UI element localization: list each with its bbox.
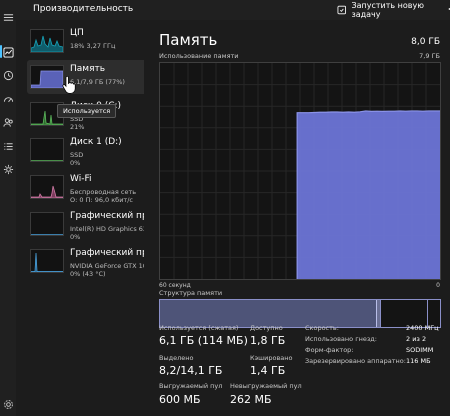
graph-zero-label: 0 — [436, 282, 440, 289]
memory-mini-graph — [31, 70, 63, 88]
history-icon[interactable] — [2, 69, 14, 81]
sidebar-item-memory[interactable]: Память 6,1/7,9 ГБ (77%) — [27, 60, 159, 94]
hand-cursor-icon — [62, 76, 76, 94]
sidebar-item-sub: Беспроводная сеть — [70, 188, 137, 196]
hardware-reserved-key: Зарезервировано аппаратно: — [305, 357, 406, 365]
wifi-mini-graph — [31, 185, 63, 198]
title-bar: Производительность Запустить новую задач… — [16, 0, 450, 20]
memory-usage-chart — [160, 63, 440, 279]
hamburger-icon[interactable] — [2, 11, 14, 23]
nav-active-indicator — [0, 45, 2, 58]
sidebar-item-name: Wi-Fi — [70, 174, 92, 184]
memory-total: 8,0 ГБ — [411, 37, 440, 47]
available-label: Доступно — [250, 324, 283, 332]
disk0-mini-graph — [31, 110, 63, 125]
paged-pool-label: Выгружаемый пул — [159, 382, 223, 390]
settings-icon[interactable] — [2, 398, 14, 410]
tooltip: Используется — [57, 104, 117, 118]
sidebar-item-gpu1[interactable]: Графический процессор 1 NVIDIA GeForce G… — [27, 244, 160, 278]
sidebar-item-sub2: 21% — [70, 123, 85, 131]
committed-value: 8,2/14,1 ГБ — [159, 364, 223, 377]
gpu1-mini-graph — [31, 252, 63, 272]
gpu0-thumbnail — [30, 212, 64, 236]
cached-label: Кэшировано — [250, 354, 293, 362]
structure-in-use[interactable] — [160, 300, 377, 327]
sidebar-item-sub2: 0% (43 °C) — [70, 270, 106, 278]
disk1-mini-graph — [31, 160, 63, 161]
graph-time-span: 60 секунд — [159, 282, 191, 289]
sidebar-item-sub: SSD — [70, 115, 84, 123]
sidebar-item-wifi[interactable]: Wi-Fi Беспроводная сеть О: 0 П: 96,0 кби… — [27, 170, 159, 204]
structure-modified[interactable] — [377, 300, 381, 327]
form-factor-key: Форм-фактор: — [305, 346, 354, 354]
sidebar-item-sub: 6,1/7,9 ГБ (77%) — [70, 78, 125, 86]
in-use-value: 6,1 ГБ (114 МБ) — [159, 334, 248, 347]
nav-rail — [0, 0, 16, 416]
slots-value: 2 из 2 — [406, 335, 427, 343]
sidebar-item-sub: Intel(R) HD Graphics 630 — [70, 225, 152, 233]
page-title: Производительность — [33, 4, 134, 14]
cached-value: 1,4 ГБ — [250, 364, 286, 377]
sidebar-item-sub2: 0% — [70, 159, 81, 167]
wifi-thumbnail — [30, 175, 64, 199]
nonpaged-pool-value: 262 МБ — [230, 393, 272, 406]
usage-graph-max: 7,9 ГБ — [419, 52, 440, 60]
structure-standby[interactable] — [380, 300, 427, 327]
run-task-label: Запустить новую задачу — [351, 0, 424, 19]
in-use-label: Используется (сжатая) — [159, 324, 239, 332]
memory-usage-graph — [159, 62, 441, 280]
sidebar-item-sub2: 0% — [70, 233, 81, 241]
sidebar-item-name: Графический процессор 0 — [70, 211, 160, 221]
sidebar-item-cpu[interactable]: ЦП 18% 3,27 ГГц — [27, 24, 159, 58]
speed-key: Скорость: — [305, 324, 339, 332]
nonpaged-pool-label: Невыгружаемый пул — [230, 382, 302, 390]
slots-key: Использовано гнезд: — [305, 335, 377, 343]
sidebar-item-name: Диск 1 (D:) — [70, 137, 122, 147]
sidebar-item-gpu0[interactable]: Графический процессор 0 Intel(R) HD Grap… — [27, 207, 160, 241]
memory-title: Память — [159, 31, 218, 49]
structure-free[interactable] — [426, 300, 440, 327]
gpu1-thumbnail — [30, 249, 64, 273]
sidebar-item-disk1[interactable]: Диск 1 (D:) SSD 0% — [27, 133, 159, 167]
memory-thumbnail — [30, 65, 64, 89]
sidebar-item-sub: 18% 3,27 ГГц — [70, 42, 116, 50]
startup-icon[interactable] — [2, 93, 14, 105]
performance-icon[interactable] — [2, 46, 14, 58]
sidebar-item-name: ЦП — [70, 28, 84, 38]
paged-pool-value: 600 МБ — [159, 393, 201, 406]
memory-panel: Память 8,0 ГБ Использование памяти 7,9 Г… — [144, 20, 450, 416]
more-options-button[interactable] — [446, 2, 450, 16]
committed-label: Выделено — [159, 354, 194, 362]
services-icon[interactable] — [2, 163, 14, 175]
memory-structure-bar — [159, 299, 441, 328]
cpu-thumbnail — [30, 29, 64, 53]
hardware-reserved-value: 116 МБ — [406, 357, 431, 365]
cpu-mini-graph — [31, 35, 63, 52]
gpu0-mini-graph — [31, 234, 63, 235]
run-new-task-button[interactable]: Запустить новую задачу — [337, 0, 450, 19]
usage-area — [160, 110, 440, 279]
sidebar-item-sub2: О: 0 П: 96,0 кбит/с — [70, 196, 133, 204]
sidebar-item-name: Графический процессор 1 — [70, 248, 160, 258]
run-task-icon — [337, 5, 346, 14]
resource-list: ЦП 18% 3,27 ГГц Память 6,1/7,9 ГБ (77%) … — [16, 20, 160, 416]
sidebar-item-sub: SSD — [70, 151, 84, 159]
users-icon[interactable] — [2, 116, 14, 128]
disk1-thumbnail — [30, 138, 64, 162]
memory-structure-label: Структура памяти — [159, 289, 223, 297]
form-factor-value: SODIMM — [406, 346, 434, 354]
available-value: 1,8 ГБ — [250, 334, 286, 347]
details-icon[interactable] — [2, 140, 14, 152]
speed-value: 2400 МГц — [406, 324, 439, 332]
sidebar-item-sub: NVIDIA GeForce GTX 1050 — [70, 262, 156, 270]
usage-graph-label: Использование памяти — [159, 52, 239, 60]
sidebar-item-name: Память — [70, 64, 106, 74]
usage-line — [296, 110, 440, 279]
